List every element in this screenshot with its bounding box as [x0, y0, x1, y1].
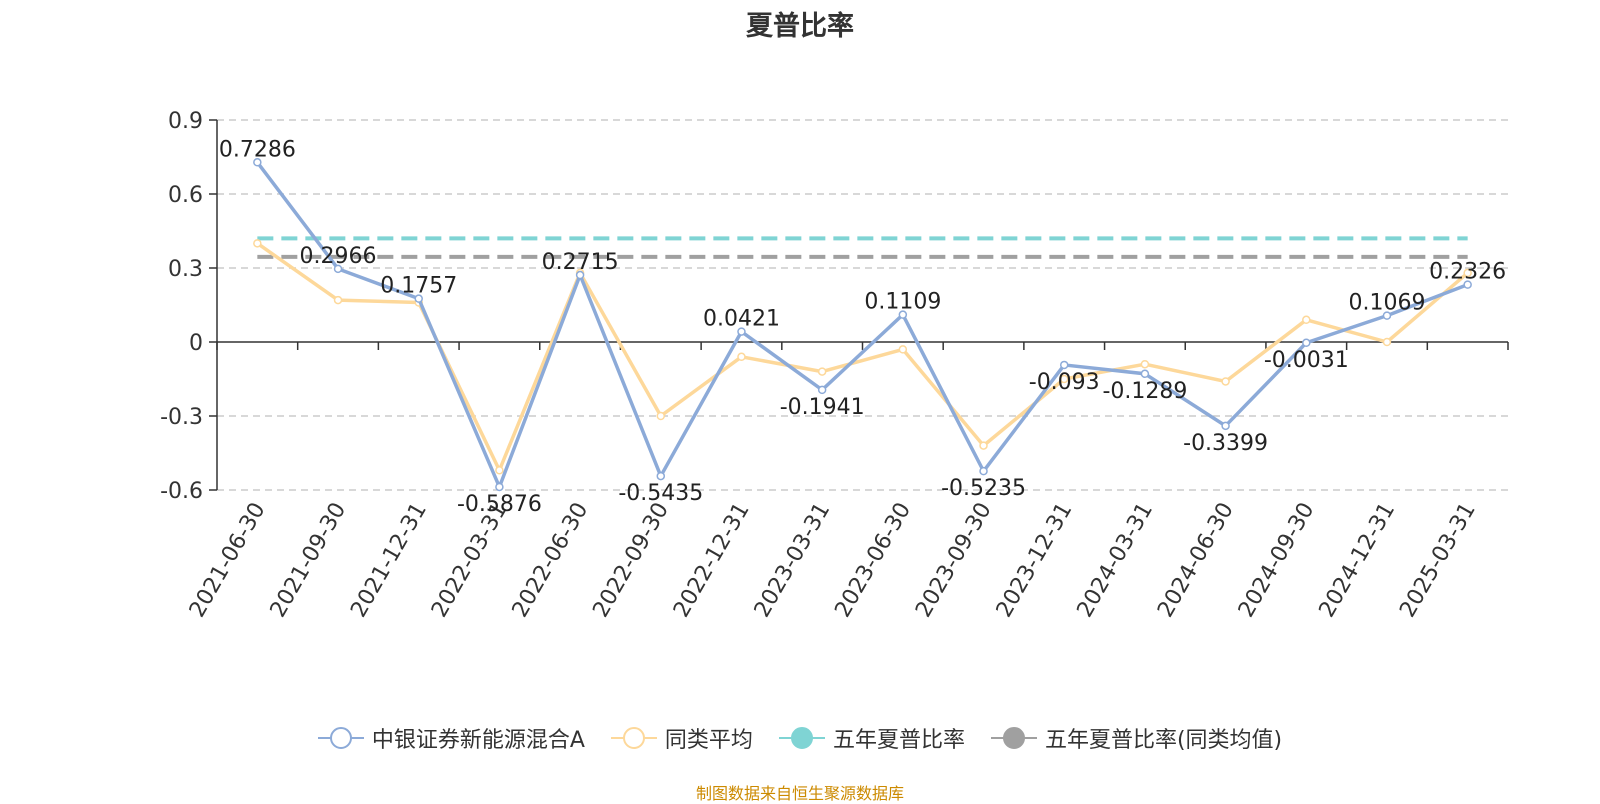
x-tick-label: 2022-06-30 [508, 499, 594, 622]
data-point [817, 385, 827, 395]
x-tick-label: 2022-09-30 [588, 499, 674, 622]
data-label: -0.1941 [780, 395, 865, 420]
data-label: 0.1109 [864, 290, 941, 315]
data-point [253, 239, 262, 248]
legend-label: 五年夏普比率 [832, 728, 965, 753]
x-tick-label: 2024-03-31 [1073, 499, 1159, 622]
legend-label: 中银证券新能源混合A [371, 728, 585, 753]
x-tick-label: 2023-12-31 [992, 499, 1078, 622]
data-point [1382, 311, 1392, 320]
data-point [1463, 268, 1472, 278]
data-point [737, 327, 746, 336]
x-tick-label: 2023-03-31 [750, 499, 836, 622]
x-tick-label: 2024-09-30 [1234, 499, 1320, 622]
data-point [333, 295, 343, 305]
data-point [1140, 359, 1150, 369]
data-label: 0.2966 [300, 244, 377, 269]
data-point [495, 482, 504, 492]
chart-title: 夏普比率 [746, 11, 854, 42]
data-point [1140, 369, 1150, 379]
x-tick-label: 2021-12-31 [346, 499, 432, 622]
legend-item[interactable]: 中银证券新能源混合A [317, 722, 585, 754]
data-point [817, 367, 827, 376]
legend-marker-icon [317, 727, 364, 749]
data-point [1059, 360, 1069, 370]
legend-marker-icon [610, 727, 657, 749]
data-point [495, 466, 504, 475]
x-tick-label: 2022-12-31 [669, 499, 755, 622]
data-label: -0.1289 [1102, 379, 1187, 404]
data-label: -0.093 [1029, 370, 1100, 395]
data-point [1221, 377, 1230, 386]
data-label: 0.2715 [542, 250, 619, 275]
x-tick-label: 2023-09-30 [911, 499, 997, 622]
x-tick-label: 2021-09-30 [266, 499, 352, 622]
data-label: 0.1069 [1348, 291, 1425, 316]
x-tick-label: 2024-12-31 [1315, 499, 1401, 622]
data-point [656, 411, 666, 421]
data-label: -0.5876 [457, 492, 542, 517]
legend-marker-icon [778, 727, 825, 749]
x-axis: 2021-06-302021-09-302021-12-312022-03-31… [185, 341, 1509, 622]
data-label: 0.7286 [219, 137, 296, 162]
data-label: -0.5235 [941, 476, 1026, 501]
source-note: 制图数据来自恒生聚源数据库 [695, 784, 904, 803]
x-tick-label: 2022-03-31 [427, 499, 513, 622]
y-tick-label: 0.9 [168, 109, 203, 134]
x-tick-label: 2021-06-30 [185, 499, 271, 622]
data-point [1302, 338, 1311, 348]
data-label: -0.5435 [618, 481, 703, 506]
x-tick-label: 2024-06-30 [1153, 499, 1239, 622]
data-point [1463, 280, 1472, 289]
legend-item[interactable]: 五年夏普比率 [778, 722, 965, 754]
data-point [253, 158, 262, 167]
legend-item[interactable]: 同类平均 [610, 722, 753, 754]
data-point [737, 352, 746, 362]
data-label: 0.1757 [380, 274, 457, 299]
data-point [979, 441, 988, 450]
x-tick-label: 2025-03-31 [1395, 499, 1481, 622]
data-point [414, 294, 423, 303]
series-line [255, 161, 1469, 489]
series-line [256, 241, 1469, 473]
data-label: 0.2326 [1429, 260, 1506, 285]
y-tick-label: 0 [189, 331, 203, 356]
legend-label: 五年夏普比率(同类均值) [1044, 728, 1283, 753]
data-point [1302, 315, 1311, 325]
data-label: -0.0031 [1264, 348, 1349, 373]
data-point [575, 270, 585, 280]
y-axis: 0.9 0.6 0.3 0 -0.3 -0.6 [160, 109, 218, 504]
legend: 中银证券新能源混合A 同类平均 五年夏普比率 五年夏普比率(同类均值) [0, 720, 1600, 756]
y-tick-label: -0.6 [160, 479, 203, 504]
data-point [333, 264, 343, 274]
data-point [1221, 421, 1230, 431]
line-chart: 0.90.60.30-0.3-0.6 2021-06-302021-09-302… [160, 109, 1509, 622]
x-tick-label: 2023-06-30 [830, 499, 916, 622]
legend-item[interactable]: 五年夏普比率(同类均值) [990, 722, 1283, 754]
data-point [1382, 337, 1392, 347]
data-point [656, 471, 666, 481]
data-point [979, 466, 988, 476]
y-tick-label: 0.3 [168, 257, 203, 282]
data-label: -0.3399 [1183, 431, 1268, 456]
data-point [1059, 374, 1069, 384]
data-point [898, 310, 908, 319]
series-lines [253, 158, 1472, 492]
y-tick-label: -0.3 [160, 405, 203, 430]
data-label: 0.0421 [703, 307, 780, 332]
legend-label: 同类平均 [664, 728, 753, 753]
grid-lines [217, 119, 1508, 491]
data-point [898, 345, 908, 354]
y-tick-label: 0.6 [168, 183, 203, 208]
legend-marker-icon [990, 727, 1037, 749]
